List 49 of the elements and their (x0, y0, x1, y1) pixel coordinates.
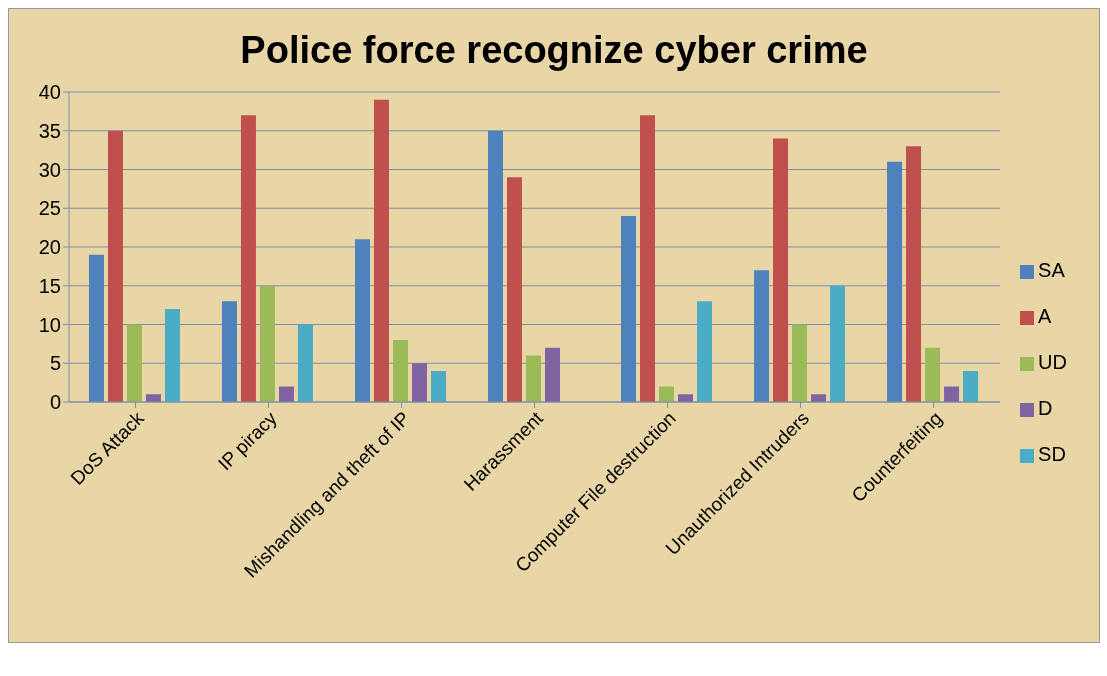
bar (145, 394, 161, 402)
bar (697, 301, 713, 402)
bar (259, 285, 275, 402)
bar (488, 130, 503, 402)
bar (754, 270, 770, 402)
legend-label: SA (1038, 259, 1065, 281)
y-tick-label: 10 (38, 313, 61, 336)
bar (621, 216, 637, 402)
bar (88, 254, 104, 402)
bar (659, 386, 675, 402)
bar (411, 363, 427, 402)
bar (811, 394, 827, 402)
y-tick-label: 40 (38, 81, 61, 104)
bar (164, 309, 180, 402)
y-tick-label: 0 (49, 391, 61, 414)
bar (526, 355, 541, 402)
y-tick-label: 35 (38, 119, 61, 142)
legend-label: UD (1038, 351, 1067, 373)
bar (678, 394, 694, 402)
bar (773, 138, 789, 402)
bar (221, 301, 237, 402)
bar (830, 285, 846, 402)
bar (354, 239, 370, 402)
chart-title: Police force recognize cyber crime (239, 28, 869, 73)
bar (545, 347, 560, 402)
bar (107, 130, 123, 402)
y-tick-label: 5 (49, 352, 61, 375)
bar (963, 371, 979, 402)
bar (906, 146, 922, 402)
legend-label: SD (1038, 443, 1066, 465)
bar (430, 371, 446, 402)
bar (507, 177, 522, 402)
bar (373, 99, 389, 402)
bar (240, 115, 256, 402)
y-tick-label: 30 (38, 158, 61, 181)
bar (297, 324, 313, 402)
bar (126, 324, 142, 402)
bar (792, 324, 808, 402)
y-tick-label: 25 (38, 197, 61, 220)
bar (392, 340, 408, 402)
y-tick-label: 15 (38, 274, 61, 297)
y-tick-label: 20 (38, 236, 61, 259)
bar (278, 386, 294, 402)
bar (944, 386, 960, 402)
legend-label: D (1038, 397, 1053, 419)
bar (925, 347, 941, 402)
bar (640, 115, 656, 402)
bar (887, 161, 903, 402)
legend-label: A (1038, 305, 1052, 327)
